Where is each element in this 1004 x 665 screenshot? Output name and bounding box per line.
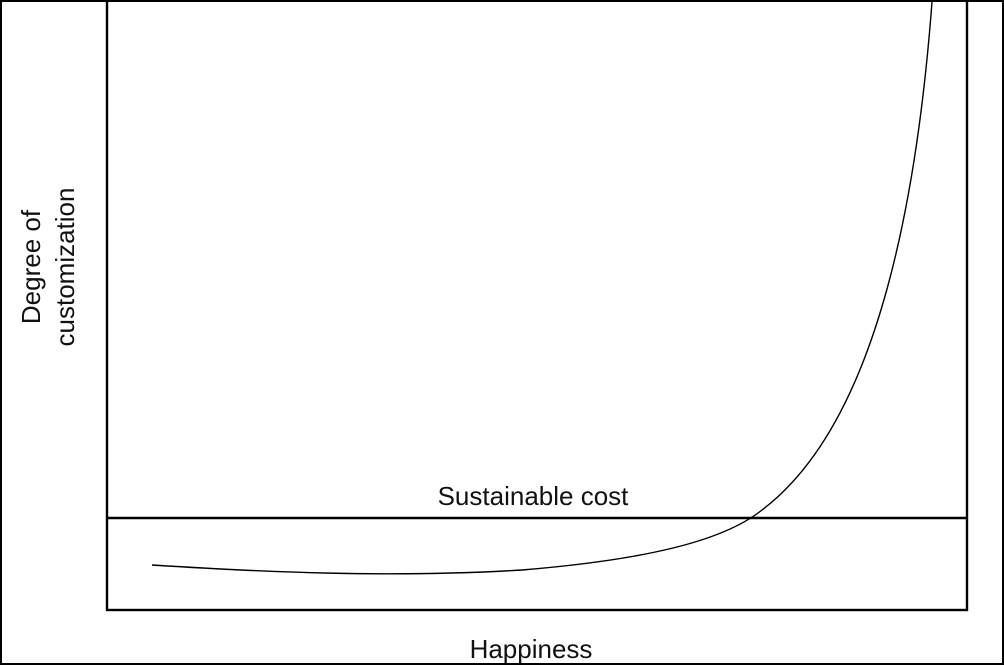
y-axis-label-line2: customization xyxy=(50,188,80,347)
x-axis-label: Happiness xyxy=(470,634,593,664)
plot-area-border xyxy=(105,2,969,612)
y-axis-label-line1: Degree of xyxy=(16,209,46,324)
sustainable-cost-label: Sustainable cost xyxy=(438,481,630,511)
y-axis-label: Degree of customization xyxy=(16,188,80,347)
customization-happiness-curve xyxy=(151,2,933,575)
